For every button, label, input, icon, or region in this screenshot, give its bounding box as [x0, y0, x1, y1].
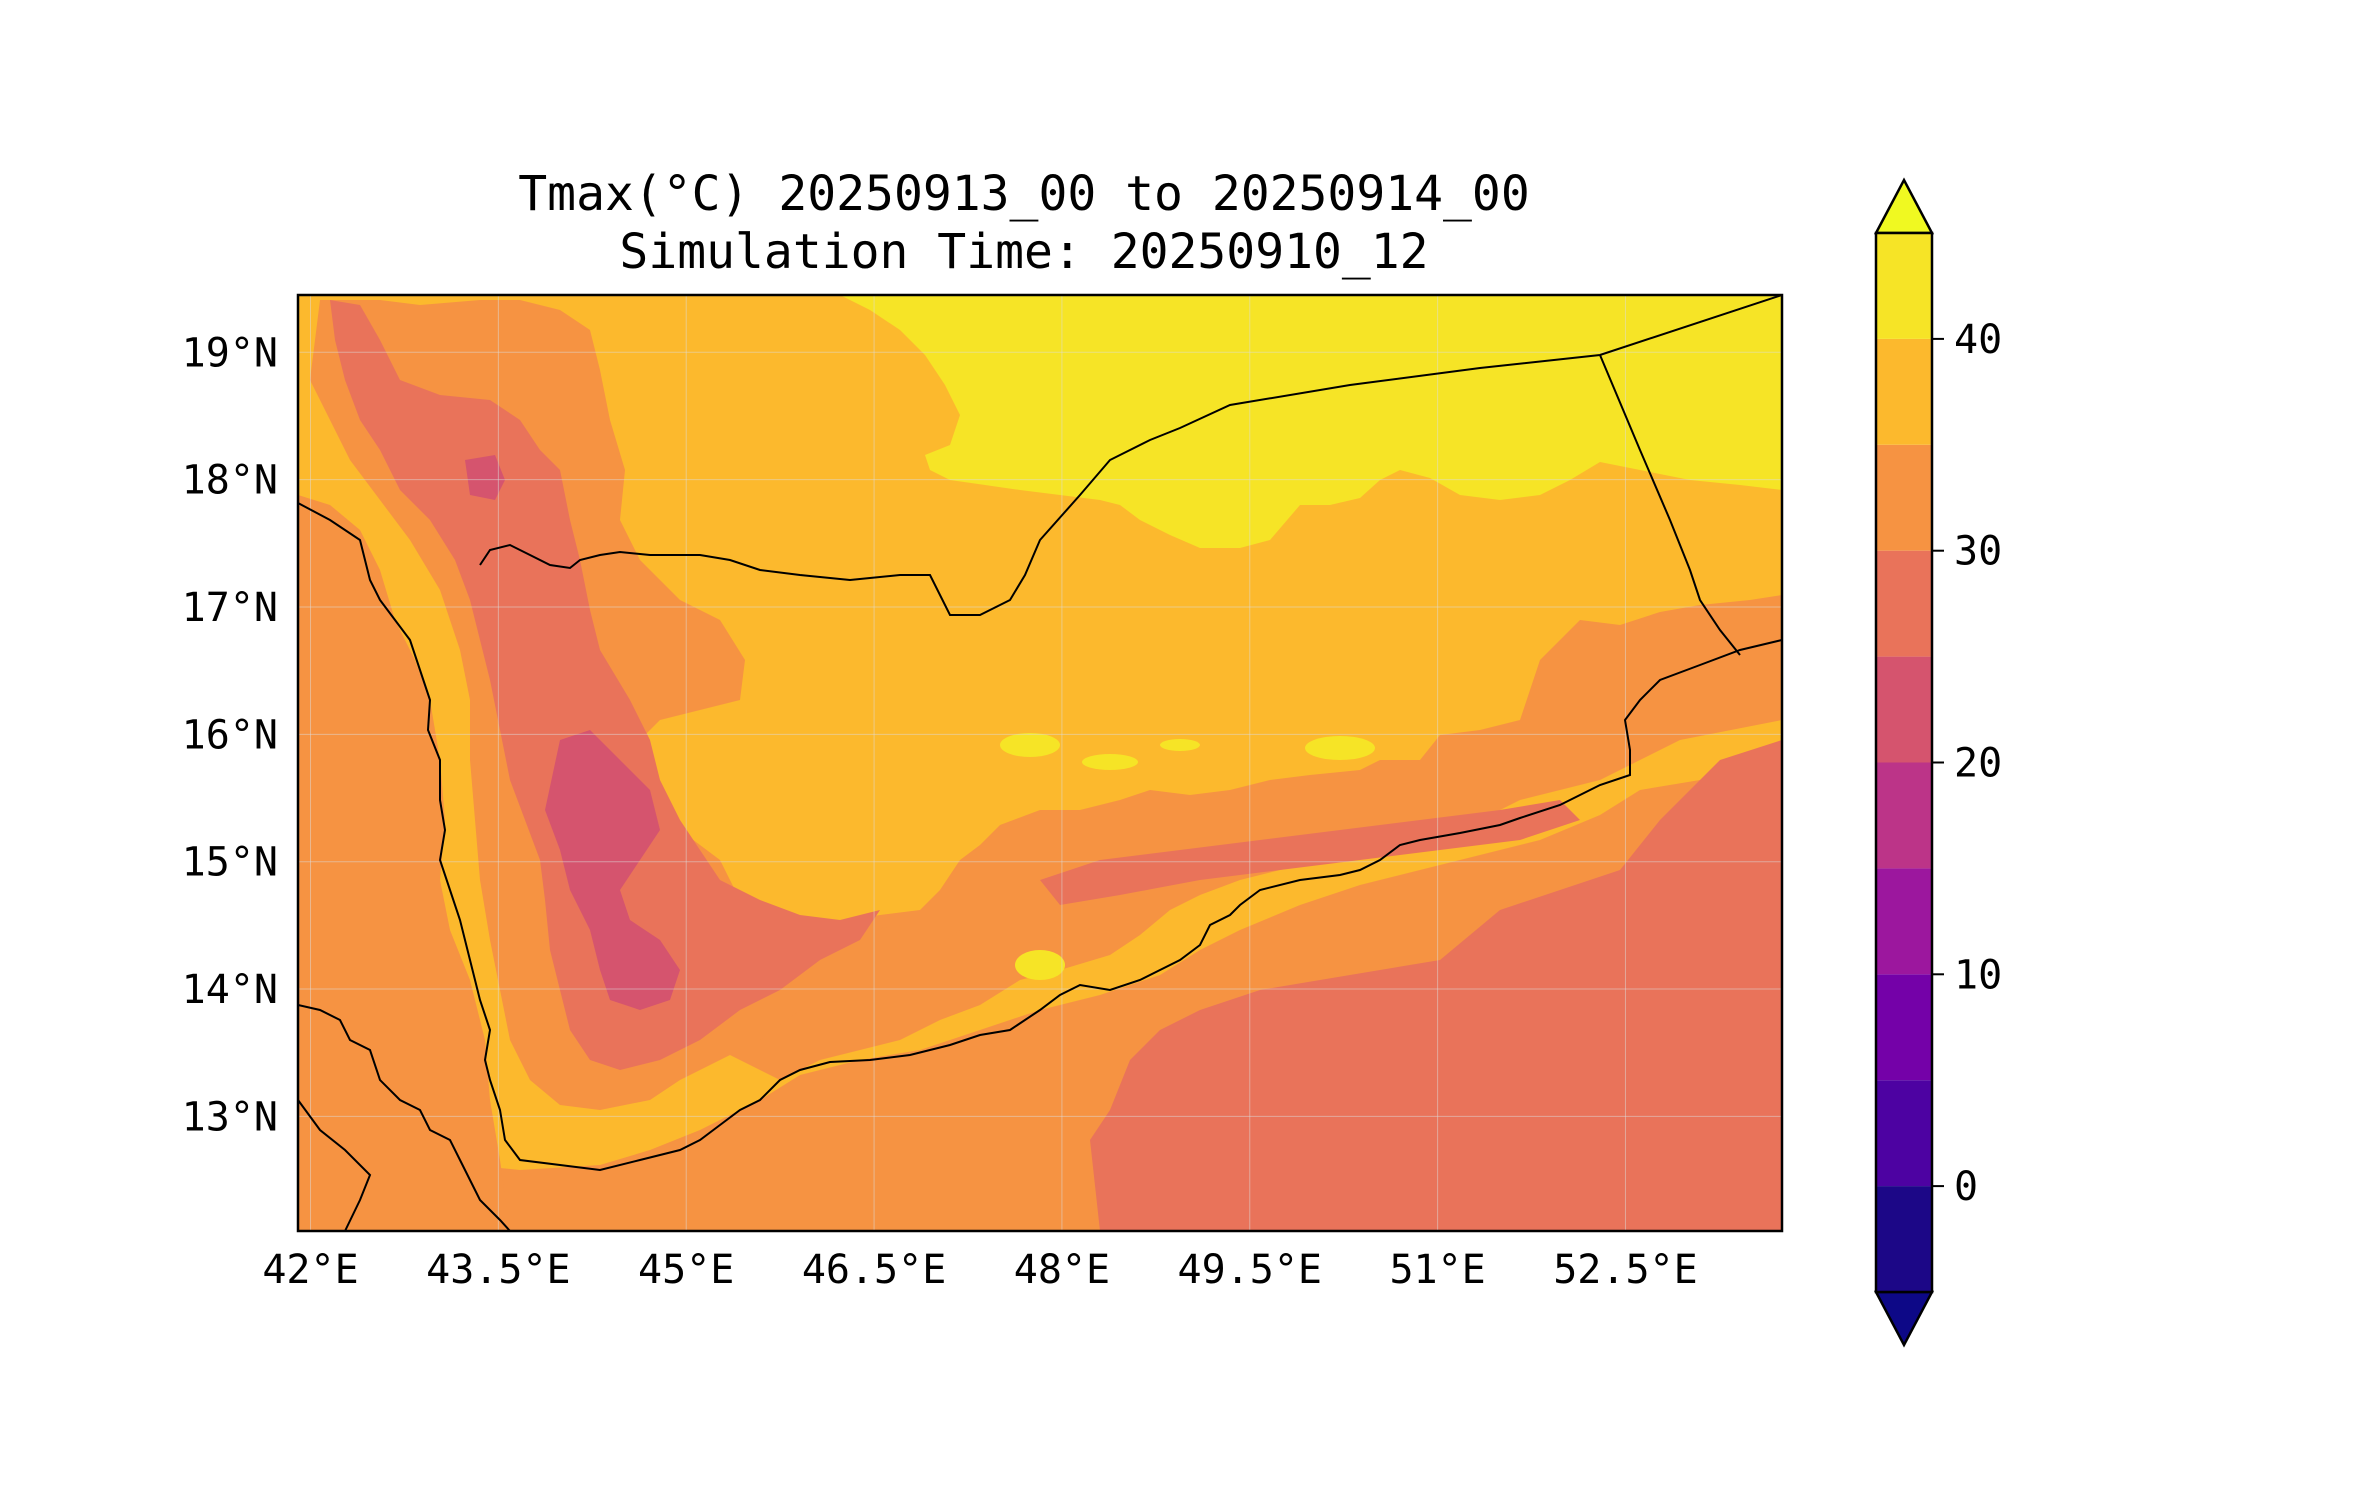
colorbar-tick-label: 20 — [1954, 741, 2002, 787]
field-spot-5 — [1015, 950, 1065, 980]
y-axis-ticks: 19°N 18°N 17°N 16°N 15°N 14°N 13°N — [182, 330, 278, 1140]
border-oman-yemen — [1599, 354, 1741, 656]
x-tick-label: 46.5°E — [802, 1247, 947, 1293]
field-hot-north — [840, 295, 1782, 548]
x-tick-label: 48°E — [1014, 1247, 1110, 1293]
colorbar-tick-label: 40 — [1954, 317, 2002, 363]
colorbar-tick-label: 0 — [1954, 1164, 1978, 1210]
field-red-sea — [298, 495, 510, 1231]
field-coast-band — [700, 595, 1782, 1080]
border-africa — [298, 1099, 372, 1231]
colorbar: 0 10 20 30 40 — [1873, 177, 2002, 1348]
colorbar-level — [1876, 550, 1932, 657]
colorbar-level — [1876, 974, 1932, 1081]
colorbar-level — [1876, 444, 1932, 551]
x-axis-ticks: 42°E 43.5°E 45°E 46.5°E 48°E 49.5°E 51°E 52.5°E — [262, 1247, 1697, 1293]
x-tick-label: 51°E — [1389, 1247, 1485, 1293]
border-saudi-yemen — [479, 295, 1782, 616]
coastline-africa — [298, 1004, 511, 1231]
y-tick-label: 14°N — [182, 967, 278, 1013]
x-tick-label: 42°E — [262, 1247, 358, 1293]
colorbar-extend-top — [1873, 177, 1935, 235]
y-tick-label: 17°N — [182, 585, 278, 631]
field-east-band — [1040, 800, 1580, 905]
x-tick-label: 43.5°E — [426, 1247, 571, 1293]
field-highlands-mid — [330, 300, 880, 1070]
coastline-yemen — [298, 502, 1782, 1172]
map-panel — [298, 295, 1782, 1231]
map-title-line2: Simulation Time: 20250910_12 — [619, 224, 1428, 280]
y-tick-label: 16°N — [182, 712, 278, 758]
map-title-line1: Tmax(°C) 20250913_00 to 20250914_00 — [518, 166, 1529, 222]
y-tick-label: 19°N — [182, 330, 278, 376]
field-spot-4 — [1160, 739, 1200, 751]
field-spot-1 — [1000, 733, 1060, 757]
colorbar-level — [1876, 338, 1932, 445]
colorbar-level — [1876, 1080, 1932, 1187]
field-spot-3 — [1082, 754, 1138, 770]
field-highlands-cold — [545, 730, 680, 1010]
y-tick-label: 15°N — [182, 840, 278, 886]
map-frame — [296, 293, 1784, 1233]
colorbar-tick-label: 10 — [1954, 952, 2002, 998]
field-highlands-cold-2 — [465, 455, 505, 500]
colorbar-level — [1876, 656, 1932, 763]
map-gridlines — [298, 295, 1782, 1231]
field-spot-2 — [1305, 736, 1375, 760]
x-tick-label: 49.5°E — [1178, 1247, 1323, 1293]
colorbar-level — [1876, 1186, 1932, 1292]
y-tick-label: 13°N — [182, 1094, 278, 1140]
colorbar-level — [1876, 868, 1932, 975]
colorbar-extend-bottom — [1873, 1290, 1935, 1348]
field-east-mid — [1090, 740, 1782, 1231]
map-borders — [298, 295, 1782, 1231]
colorbar-tick-label: 30 — [1954, 529, 2002, 575]
x-tick-label: 45°E — [638, 1247, 734, 1293]
x-tick-label: 52.5°E — [1553, 1247, 1698, 1293]
colorbar-level — [1876, 762, 1932, 869]
y-tick-label: 18°N — [182, 458, 278, 504]
colorbar-level — [1876, 233, 1932, 339]
